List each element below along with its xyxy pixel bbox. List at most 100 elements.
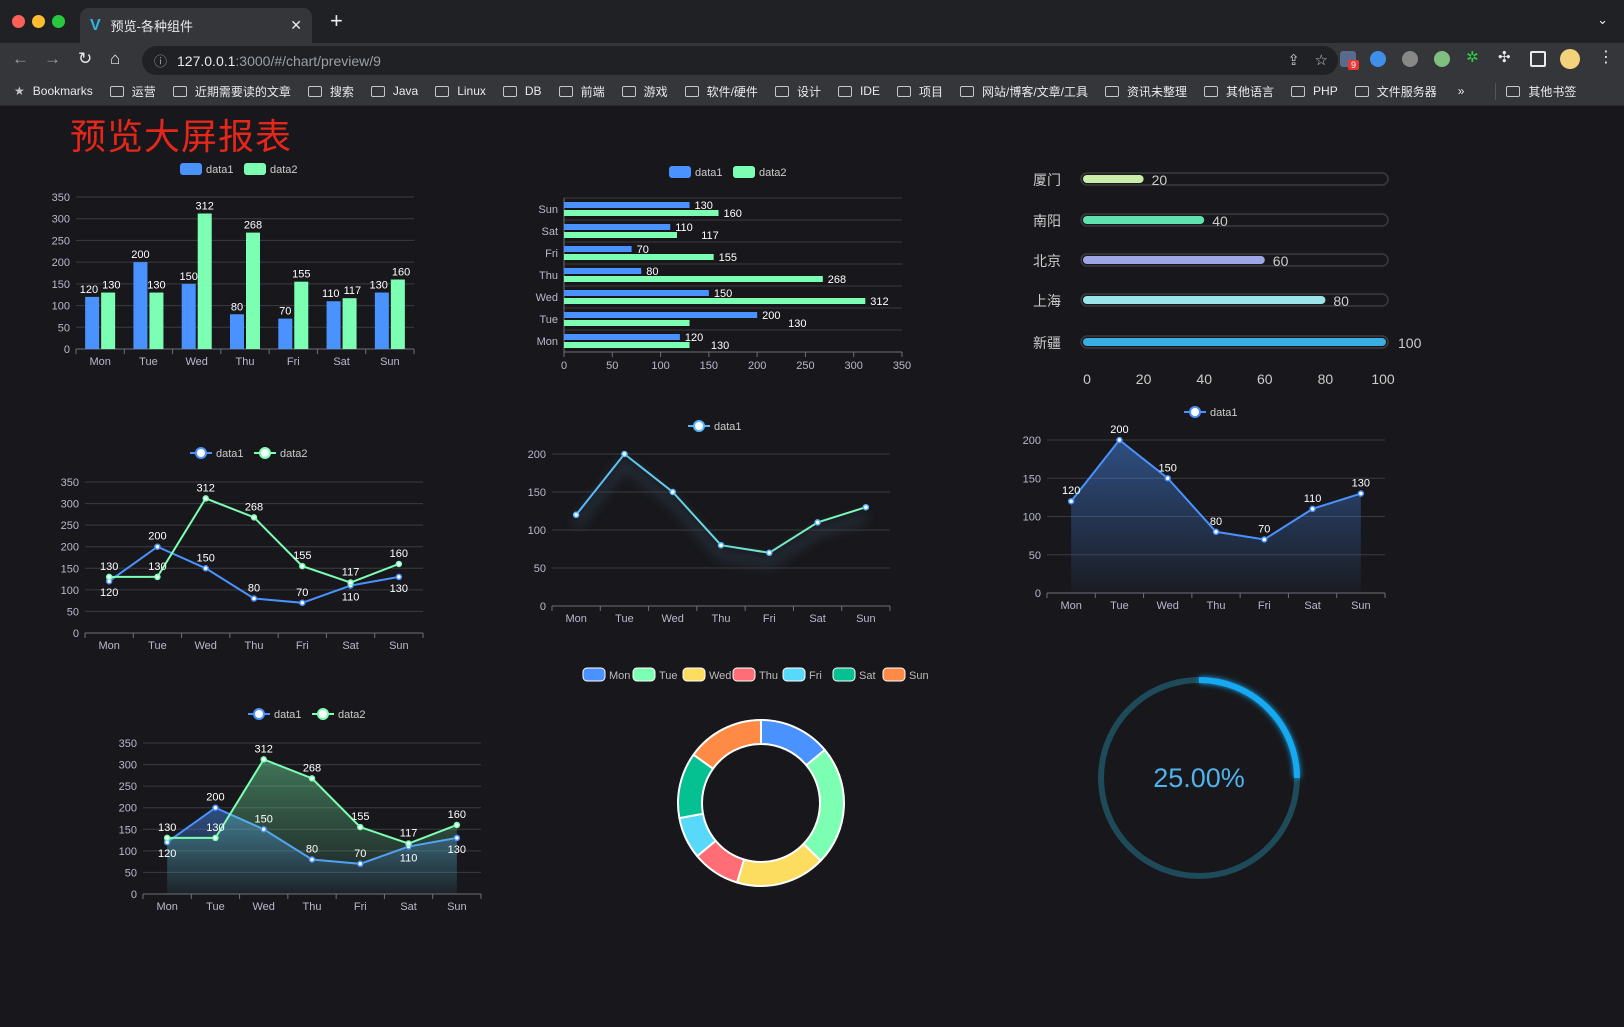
data-label: 150 xyxy=(1159,462,1177,474)
legend-swatch xyxy=(669,166,691,178)
y-tick-label: 100 xyxy=(61,585,79,597)
more-bookmarks-button[interactable]: » xyxy=(1457,84,1465,98)
bookmark-folder[interactable]: 近期需要读的文章 xyxy=(172,83,291,100)
bookmark-star-icon[interactable]: ☆ xyxy=(1314,52,1328,69)
legend-item-data1[interactable]: data1 xyxy=(180,163,234,176)
new-tab-button[interactable]: + xyxy=(330,8,343,33)
extension-circle-icon[interactable] xyxy=(1434,51,1450,67)
bookmark-folder[interactable]: 项目 xyxy=(896,83,943,100)
legend-swatch xyxy=(782,667,806,682)
tab-search-chevron-icon[interactable]: ⌄ xyxy=(1597,12,1608,27)
x-tick-label: 60 xyxy=(1257,371,1273,387)
bookmark-folder[interactable]: DB xyxy=(502,84,542,98)
legend-item-Fri[interactable]: Fri xyxy=(782,667,822,682)
bookmark-folder[interactable]: 游戏 xyxy=(621,83,668,100)
legend-item-data1[interactable]: data1 xyxy=(1184,406,1238,419)
y-tick-label: 50 xyxy=(1029,550,1041,562)
menu-kebab-icon[interactable]: ⋮ xyxy=(1598,49,1614,66)
folder-icon xyxy=(1354,85,1369,97)
data-label: 70 xyxy=(354,848,366,860)
point-data2 xyxy=(357,823,364,831)
legend: data1 data2 xyxy=(190,447,308,460)
progress-bar xyxy=(1083,256,1265,264)
data-label: 80 xyxy=(1210,516,1222,528)
maximize-window-button[interactable] xyxy=(52,15,65,28)
share-icon[interactable]: ⇪ xyxy=(1287,52,1300,69)
y-tick-label: 350 xyxy=(119,738,137,750)
point-data2 xyxy=(163,834,171,842)
close-window-button[interactable] xyxy=(12,15,25,28)
folder-icon xyxy=(1506,85,1521,97)
other-bookmarks-folder[interactable]: 其他书签 xyxy=(1495,82,1576,100)
data-label: 312 xyxy=(197,482,215,494)
legend-swatch xyxy=(632,667,656,682)
bookmark-folder[interactable]: 其他语言 xyxy=(1204,83,1274,100)
legend-item-data1[interactable]: data1 xyxy=(669,166,723,179)
bookmark-folder[interactable]: IDE xyxy=(837,84,880,98)
legend-item-Tue[interactable]: Tue xyxy=(632,667,678,682)
point-data2 xyxy=(154,573,161,581)
extension-gem-icon[interactable] xyxy=(1370,51,1386,67)
legend-item-Sun[interactable]: Sun xyxy=(882,667,929,682)
y-tick-label: 250 xyxy=(61,520,79,532)
close-tab-icon[interactable]: ✕ xyxy=(290,17,302,33)
minimize-window-button[interactable] xyxy=(32,15,45,28)
bookmark-folder[interactable]: 运营 xyxy=(109,83,156,100)
profile-avatar[interactable] xyxy=(1560,49,1580,69)
bookmark-folder[interactable]: 软件/硬件 xyxy=(684,83,758,100)
legend-label: data2 xyxy=(270,164,298,176)
legend-item-Thu[interactable]: Thu xyxy=(732,667,778,682)
bar-data2 xyxy=(342,298,357,349)
extensions-puzzle-icon[interactable]: ✣ xyxy=(1498,49,1511,66)
bookmark-folder[interactable]: Java xyxy=(370,84,418,98)
forward-icon[interactable]: → xyxy=(44,49,61,68)
data-label: 117 xyxy=(342,567,360,579)
bookmark-folder[interactable]: PHP xyxy=(1291,84,1338,98)
legend-item-Sat[interactable]: Sat xyxy=(832,667,876,682)
reload-icon[interactable]: ↻ xyxy=(78,49,93,68)
legend-item-Wed[interactable]: Wed xyxy=(682,667,731,682)
gauge-value-label: 25.00% xyxy=(1153,763,1245,793)
browser-tab[interactable]: V 预览-各种组件 ✕ xyxy=(80,8,312,43)
chart-4: 0 50 100 150 200 Mon Tue Wed Thu Fri Sat Sun xyxy=(528,449,891,625)
back-icon[interactable]: ← xyxy=(12,49,29,68)
legend-item-data1[interactable]: data1 xyxy=(190,447,244,460)
bar-data2 xyxy=(564,254,714,260)
legend-circle-icon xyxy=(1189,406,1201,418)
legend-item-data2[interactable]: data2 xyxy=(244,163,298,176)
home-icon[interactable]: ⌂ xyxy=(110,49,121,68)
legend-item-data2[interactable]: data2 xyxy=(312,708,366,721)
bookmarks-menu[interactable]: ★ Bookmarks xyxy=(14,84,93,98)
point-data1 xyxy=(572,511,580,519)
point-data2 xyxy=(299,562,306,570)
data-label: 80 xyxy=(248,582,260,594)
legend-item-data1[interactable]: data1 xyxy=(248,708,302,721)
data-label: 80 xyxy=(231,301,243,313)
bookmark-folder[interactable]: 资讯未整理 xyxy=(1105,83,1187,100)
data-label: 117 xyxy=(701,230,719,242)
bookmark-folder[interactable]: 设计 xyxy=(774,83,821,100)
x-tick-label: Thu xyxy=(712,613,731,625)
bookmark-folder[interactable]: 前端 xyxy=(558,83,605,100)
extension-star-icon[interactable]: ✲ xyxy=(1466,49,1479,66)
bookmark-folder[interactable]: 搜索 xyxy=(307,83,354,100)
site-info-icon[interactable]: ⓘ xyxy=(154,54,168,69)
bar-data1 xyxy=(564,268,642,274)
legend-swatch xyxy=(832,667,856,682)
bookmark-folder[interactable]: Linux xyxy=(435,84,486,98)
legend-item-data2[interactable]: data2 xyxy=(254,447,308,460)
folder-icon xyxy=(774,85,789,97)
extension-command-icon[interactable] xyxy=(1402,51,1418,67)
progress-bar xyxy=(1083,175,1144,183)
x-tick-label: Tue xyxy=(139,356,158,368)
x-tick-label: Sun xyxy=(1351,600,1371,612)
legend-item-Mon[interactable]: Mon xyxy=(582,667,630,682)
bookmark-folder[interactable]: 文件服务器 xyxy=(1354,83,1437,100)
bookmark-folder[interactable]: 网站/博客/文章/工具 xyxy=(959,83,1088,100)
legend-item-data1[interactable]: data1 xyxy=(688,420,742,433)
address-bar[interactable]: ⓘ 127.0.0.1 :3000/#/chart/preview/9 ⇪ ☆ xyxy=(142,46,1338,75)
legend-item-data2[interactable]: data2 xyxy=(733,166,787,179)
side-panel-icon[interactable] xyxy=(1530,51,1546,67)
bookmark-label: IDE xyxy=(859,84,880,98)
data-label: 312 xyxy=(870,296,888,308)
